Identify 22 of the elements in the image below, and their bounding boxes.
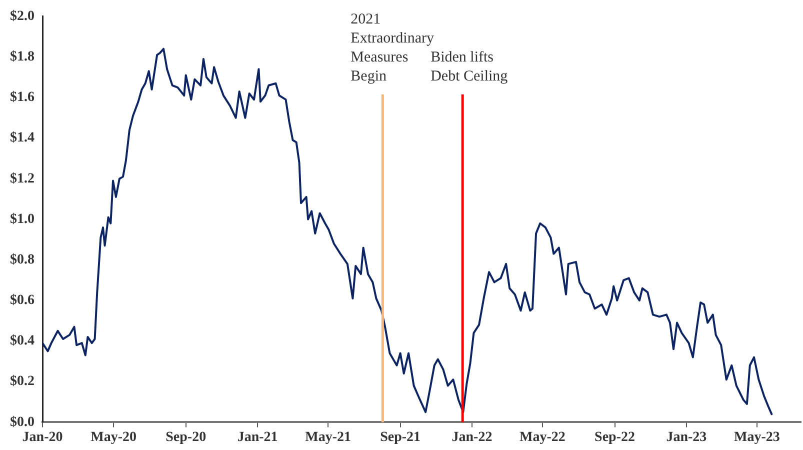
y-tick-label: $2.0 bbox=[10, 9, 34, 24]
y-tick-label: $1.2 bbox=[10, 171, 34, 186]
y-tick-label: $0.0 bbox=[10, 414, 34, 430]
x-tick-label: Sep-21 bbox=[380, 430, 421, 446]
x-tick-label: Sep-20 bbox=[166, 430, 206, 446]
y-tick-label: $1.4 bbox=[10, 130, 34, 146]
x-tick-label: Jan-21 bbox=[237, 430, 278, 446]
x-tick-label: Jan-23 bbox=[666, 430, 707, 446]
y-tick-label: $1.6 bbox=[10, 90, 34, 106]
x-tick-label: Jan-20 bbox=[22, 430, 63, 446]
y-tick-label: $0.8 bbox=[10, 252, 34, 268]
x-tick-label: May-21 bbox=[305, 430, 351, 446]
y-tick-label: $0.4 bbox=[10, 334, 34, 349]
y-tick-label: $0.6 bbox=[10, 293, 34, 308]
y-tick-label: $1.0 bbox=[10, 212, 34, 227]
x-tick-label: May-23 bbox=[734, 430, 780, 446]
x-tick-label: May-22 bbox=[520, 430, 566, 446]
x-tick-label: Jan-22 bbox=[452, 430, 492, 446]
y-tick-label: $1.8 bbox=[10, 50, 34, 65]
x-tick-label: May-20 bbox=[90, 430, 137, 446]
y-tick-label: $0.2 bbox=[10, 374, 34, 390]
x-tick-label: Sep-22 bbox=[594, 430, 635, 446]
